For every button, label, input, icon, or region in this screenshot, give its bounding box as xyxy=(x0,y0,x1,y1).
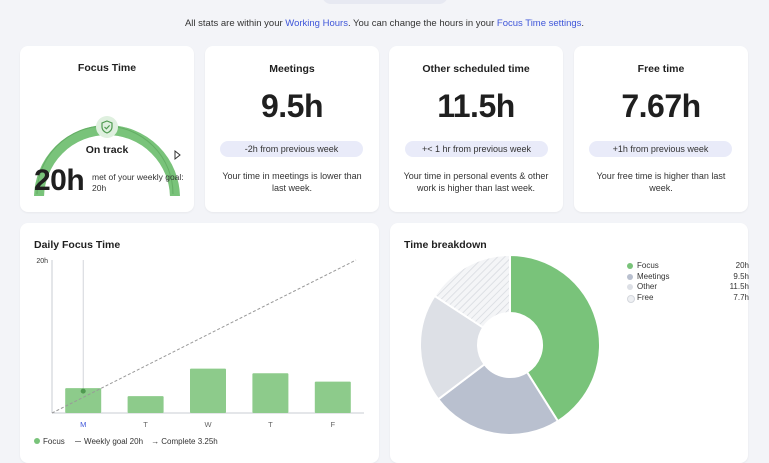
daily-focus-chart: 20h M T W T F xyxy=(36,258,364,429)
top-edge xyxy=(0,0,769,6)
pie-slice-other[interactable] xyxy=(436,362,560,436)
free-time-card: Free time 7.67h +1h from previous week Y… xyxy=(574,46,748,212)
free-time-value: 7.67h xyxy=(621,88,701,124)
legend-label: Focus xyxy=(637,261,659,270)
x-tick-label: W xyxy=(204,420,212,429)
free-time-change-badge: +1h from previous week xyxy=(589,141,732,157)
notice-text-middle: . You can change the hours in your xyxy=(347,18,497,29)
x-tick-label: M xyxy=(80,420,86,429)
legend-dot-icon xyxy=(627,294,635,303)
pie-slice-free[interactable] xyxy=(433,253,511,329)
daily-focus-title: Daily Focus Time xyxy=(34,239,121,251)
other-time-description: Your time in personal events & other wor… xyxy=(403,171,549,193)
working-hours-notice: All stats are within your Working Hours.… xyxy=(0,18,769,29)
focus-bar[interactable] xyxy=(127,396,164,413)
legend-dot-icon xyxy=(627,284,633,290)
other-time-change-badge: +< 1 hr from previous week xyxy=(405,141,548,157)
focus-legend-dot-icon xyxy=(34,438,40,444)
notice-text: All stats are within your xyxy=(184,18,286,29)
focus-bar[interactable] xyxy=(190,368,226,413)
other-time-card: Other scheduled time 11.5h +< 1 hr from … xyxy=(389,46,563,212)
weekly-goal-line xyxy=(51,259,357,414)
focus-time-title: Focus Time xyxy=(77,62,137,74)
shield-check-icon xyxy=(96,116,118,138)
pie-slice-meetings[interactable] xyxy=(419,294,486,401)
top-tab-edge xyxy=(322,0,448,4)
legend-label: Free xyxy=(637,292,654,302)
focus-value: 20h xyxy=(34,164,85,197)
working-hours-link[interactable]: Working Hours xyxy=(285,18,348,29)
notice-suffix: . xyxy=(581,18,585,29)
meetings-change-badge: -2h from previous week xyxy=(220,141,363,157)
other-time-title: Other scheduled time xyxy=(422,63,530,75)
other-time-value: 11.5h xyxy=(437,88,515,124)
complete-legend-arrow-icon: → xyxy=(151,437,160,446)
focus-bar[interactable] xyxy=(65,388,102,413)
legend-complete: Complete 3.25h xyxy=(161,437,218,446)
x-tick-label: T xyxy=(268,420,273,429)
y-tick-label: 20h xyxy=(36,258,48,265)
focus-bar[interactable] xyxy=(314,381,351,413)
daily-focus-legend: Focus Weekly goal 20h → Complete 3.25h xyxy=(34,437,218,446)
focus-time-card: Focus Time On track 20h met of your week… xyxy=(20,46,194,212)
meetings-description: Your time in meetings is lower than last… xyxy=(222,171,362,193)
focus-time-settings-link[interactable]: Focus Time settings xyxy=(496,18,582,29)
focus-bar[interactable] xyxy=(252,373,289,413)
legend-value: 20h xyxy=(735,261,749,270)
legend-value: 11.5h xyxy=(729,282,749,291)
complete-marker xyxy=(80,388,86,394)
legend-dot-icon xyxy=(627,263,633,269)
legend-value: 7.7h xyxy=(733,292,749,302)
focus-status: On track xyxy=(85,144,129,156)
gauge-marker-icon xyxy=(174,149,181,161)
meetings-card: Meetings 9.5h -2h from previous week You… xyxy=(205,46,379,212)
meetings-title: Meetings xyxy=(269,63,315,75)
free-time-title: Free time xyxy=(637,63,685,75)
x-tick-label: T xyxy=(143,420,148,429)
goal-legend-line-icon xyxy=(75,441,82,442)
legend-goal: Weekly goal 20h xyxy=(84,437,144,446)
focus-goal-text: met of your weekly goal: 20h xyxy=(92,172,184,193)
time-breakdown-pie xyxy=(419,253,601,436)
legend-label: Other xyxy=(637,282,658,291)
meetings-value: 9.5h xyxy=(260,88,324,124)
daily-focus-card: Daily Focus Time xyxy=(20,223,379,463)
legend-value: 9.5h xyxy=(733,271,749,281)
free-time-description: Your free time is higher than last week. xyxy=(596,171,726,193)
legend-label: Meetings xyxy=(637,271,670,281)
x-tick-label: F xyxy=(331,420,336,429)
time-breakdown-title: Time breakdown xyxy=(404,239,487,251)
legend-dot-icon xyxy=(627,273,633,280)
legend-focus: Focus xyxy=(43,437,65,446)
